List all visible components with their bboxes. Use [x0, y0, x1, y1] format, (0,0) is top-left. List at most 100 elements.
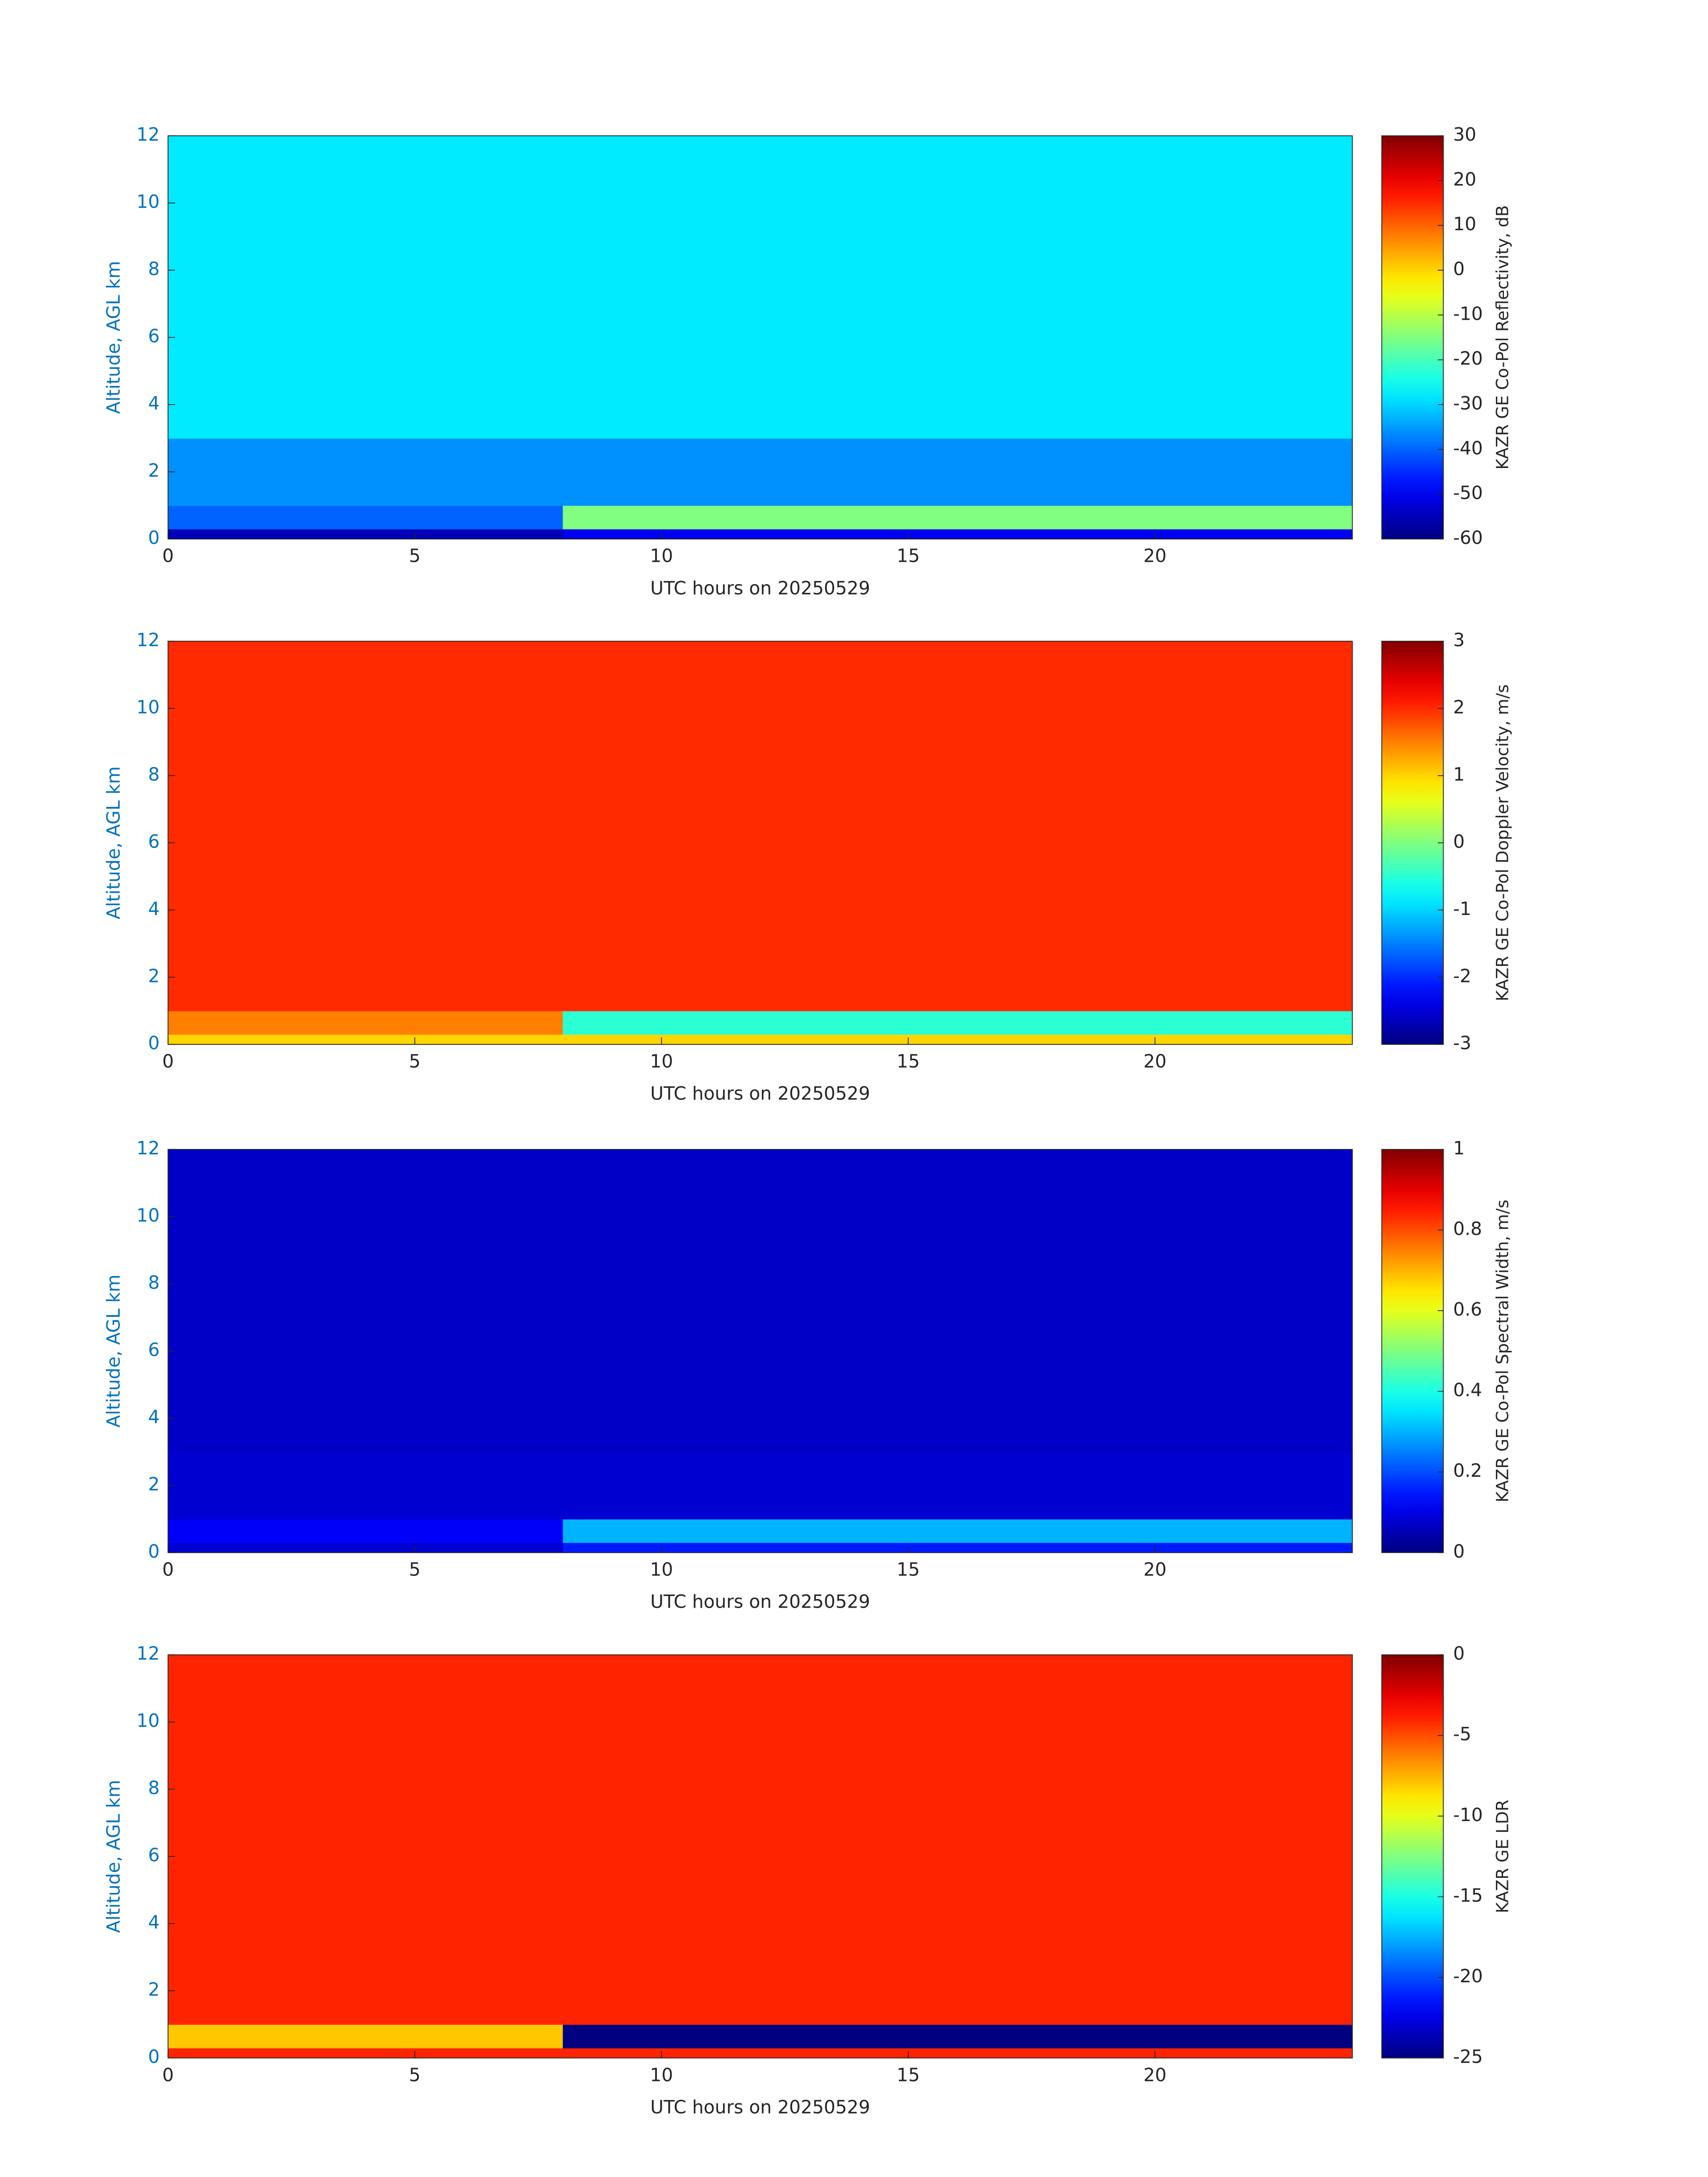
colorbar-tick-label: 0.6 — [1453, 1299, 1482, 1320]
x-tick-label: 5 — [409, 1559, 421, 1580]
heat-cell — [168, 1011, 564, 1035]
heat-cell — [563, 529, 1353, 539]
heat-cell — [168, 1519, 564, 1543]
y-tick-label: 10 — [137, 1710, 160, 1731]
colorbar-label: KAZR GE LDR — [1493, 1800, 1512, 1913]
colorbar-tick-label: -10 — [1453, 1804, 1483, 1826]
heat-cell — [563, 944, 1353, 1011]
colorbar-tick-label: 0.2 — [1453, 1460, 1482, 1481]
x-tick-label: 20 — [1144, 2064, 1167, 2085]
x-tick-label: 15 — [897, 1559, 920, 1580]
heat-cell — [563, 1519, 1353, 1543]
heat-cell — [168, 1034, 564, 1045]
y-tick-label: 2 — [148, 460, 160, 481]
heat-cell — [563, 2024, 1353, 2048]
y-tick-label: 0 — [148, 527, 160, 548]
colorbar-tick-label: 2 — [1453, 696, 1465, 718]
colorbar-tick-label: -2 — [1453, 965, 1471, 986]
heat-cell — [563, 1655, 1353, 1958]
y-tick-label: 6 — [148, 831, 160, 852]
colorbar — [1381, 1149, 1444, 1553]
heat-cell — [168, 505, 564, 530]
colorbar-tick-label: -10 — [1453, 303, 1483, 324]
x-tick-label: 0 — [162, 545, 174, 567]
x-axis-label: UTC hours on 20250529 — [650, 1591, 870, 1613]
y-tick-label: 8 — [148, 258, 160, 280]
x-tick-label: 10 — [650, 2064, 673, 2085]
y-tick-label: 6 — [148, 326, 160, 347]
y-axis-label: Altitude, AGL km — [103, 766, 124, 919]
colorbar-tick-label: 1 — [1453, 1137, 1465, 1159]
x-axis-label: UTC hours on 20250529 — [650, 1083, 870, 1104]
heat-cell — [168, 641, 564, 944]
y-tick-label: 2 — [148, 1979, 160, 2000]
heat-cell — [563, 136, 1353, 439]
heat-cell — [168, 1655, 564, 1958]
y-tick-label: 6 — [148, 1339, 160, 1360]
y-tick-label: 6 — [148, 1844, 160, 1866]
colorbar-tick-label: -40 — [1453, 437, 1483, 459]
y-tick-label: 8 — [148, 764, 160, 785]
x-tick-label: 0 — [162, 2064, 174, 2085]
heat-cell — [168, 136, 564, 439]
heat-cell — [563, 2047, 1353, 2059]
heat-cell — [563, 1452, 1353, 1520]
colorbar-tick-label: 0 — [1453, 1643, 1465, 1664]
y-tick-label: 8 — [148, 1272, 160, 1293]
x-tick-label: 10 — [650, 1559, 673, 1580]
y-tick-label: 0 — [148, 2046, 160, 2068]
heat-cell — [168, 438, 564, 506]
colorbar-tick-label: -30 — [1453, 393, 1483, 414]
colorbar — [1381, 135, 1444, 539]
y-axis-label: Altitude, AGL km — [103, 261, 124, 414]
y-tick-label: 12 — [137, 1643, 160, 1664]
heat-cell — [168, 1542, 564, 1553]
colorbar-tick-label: -20 — [1453, 1965, 1483, 1987]
heat-cell — [168, 2024, 564, 2048]
colorbar-tick-label: -1 — [1453, 898, 1471, 919]
x-tick-label: 5 — [409, 1051, 421, 1072]
x-tick-label: 15 — [897, 2064, 920, 2085]
heat-cell — [168, 1149, 564, 1452]
x-tick-label: 20 — [1144, 545, 1167, 567]
y-tick-label: 12 — [137, 629, 160, 651]
colorbar-tick-label: -5 — [1453, 1723, 1471, 1745]
colorbar-tick-label: -60 — [1453, 527, 1483, 548]
heat-cell — [563, 641, 1353, 944]
heat-cell — [563, 1011, 1353, 1035]
y-axis-label: Altitude, AGL km — [103, 1274, 124, 1428]
y-tick-label: 2 — [148, 1473, 160, 1495]
heat-cell — [168, 944, 564, 1011]
x-axis-label: UTC hours on 20250529 — [650, 577, 870, 599]
x-axis-label: UTC hours on 20250529 — [650, 2096, 870, 2118]
y-tick-label: 4 — [148, 1406, 160, 1428]
colorbar-tick-label: 0 — [1453, 258, 1465, 280]
y-tick-label: 12 — [137, 1137, 160, 1159]
x-tick-label: 20 — [1144, 1559, 1167, 1580]
colorbar-tick-label: -3 — [1453, 1032, 1471, 1054]
y-tick-label: 10 — [137, 1204, 160, 1226]
x-tick-label: 0 — [162, 1051, 174, 1072]
y-tick-label: 4 — [148, 1912, 160, 1933]
y-tick-label: 8 — [148, 1777, 160, 1799]
x-tick-label: 15 — [897, 1051, 920, 1072]
y-tick-label: 12 — [137, 124, 160, 145]
colorbar-tick-label: 20 — [1453, 168, 1476, 190]
x-tick-label: 5 — [409, 2064, 421, 2085]
colorbar-tick-label: 0.8 — [1453, 1218, 1482, 1239]
heat-cell — [563, 1957, 1353, 2025]
heat-cell — [563, 505, 1353, 530]
x-tick-label: 15 — [897, 545, 920, 567]
heat-cell — [168, 529, 564, 539]
y-tick-label: 10 — [137, 696, 160, 718]
colorbar-tick-label: -25 — [1453, 2046, 1483, 2068]
colorbar-label: KAZR GE Co-Pol Doppler Velocity, m/s — [1493, 684, 1512, 1001]
colorbar-tick-label: -20 — [1453, 348, 1483, 369]
y-tick-label: 4 — [148, 393, 160, 414]
colorbar-tick-label: -50 — [1453, 482, 1483, 504]
colorbar-tick-label: 0 — [1453, 1541, 1465, 1562]
y-tick-label: 2 — [148, 965, 160, 986]
x-tick-label: 10 — [650, 1051, 673, 1072]
x-tick-label: 5 — [409, 545, 421, 567]
